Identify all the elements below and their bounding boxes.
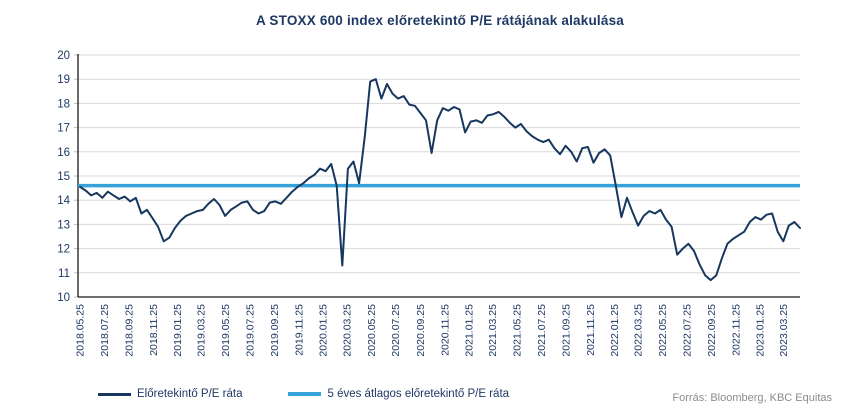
x-tick-label: 2021.05.25 [511, 304, 523, 357]
x-tick-label: 2018.09.25 [124, 304, 136, 357]
source-attribution: Forrás: Bloomberg, KBC Equitas [672, 392, 832, 404]
y-tick-label: 11 [58, 268, 70, 280]
y-tick-label: 18 [57, 98, 70, 110]
x-tick-label: 2019.09.25 [269, 304, 281, 357]
x-tick-label: 2018.05.25 [75, 304, 87, 357]
x-tick-label: 2022.05.25 [657, 304, 669, 357]
x-tick-label: 2020.07.25 [390, 304, 402, 357]
x-tick-label: 2021.11.25 [585, 304, 597, 356]
y-tick-label: 16 [57, 147, 70, 159]
x-tick-label: 2020.03.25 [342, 304, 354, 357]
legend-item-forward-pe: Előretekintő P/E ráta [98, 388, 242, 400]
x-tick-label: 2022.11.25 [730, 304, 742, 356]
y-tick-label: 14 [57, 195, 70, 207]
x-tick-label: 2021.07.25 [536, 304, 548, 357]
x-tick-label: 2022.01.25 [609, 304, 621, 357]
y-tick-label: 13 [57, 219, 70, 231]
x-tick-label: 2018.07.25 [99, 304, 111, 357]
legend-label-average-pe: 5 éves átlagos előretekintő P/E ráta [327, 388, 510, 400]
chart-title: A STOXX 600 index előretekintő P/E rátáj… [256, 13, 624, 28]
x-tick-label: 2023.03.25 [778, 304, 790, 357]
y-tick-label: 20 [57, 50, 70, 62]
x-tick-label: 2021.01.25 [464, 304, 476, 357]
y-tick-label: 19 [57, 74, 70, 86]
y-tick-label: 15 [57, 171, 70, 183]
legend-item-average-pe: 5 éves átlagos előretekintő P/E ráta [288, 388, 509, 400]
x-tick-label: 2022.07.25 [681, 304, 693, 357]
average-pe-line-swatch [288, 392, 322, 396]
forward-pe-line-swatch [98, 392, 131, 396]
x-tick-label: 2019.01.25 [172, 304, 184, 357]
x-tick-label: 2021.03.25 [487, 304, 499, 357]
x-tick-label: 2020.05.25 [366, 304, 378, 357]
x-tick-label: 2018.11.25 [148, 304, 160, 356]
x-tick-label: 2022.03.25 [633, 304, 645, 357]
x-tick-label: 2020.09.25 [415, 304, 427, 357]
legend: Előretekintő P/E ráta 5 éves átlagos elő… [98, 388, 509, 400]
forward-pe-line [79, 78, 801, 282]
y-tick-label: 10 [57, 292, 70, 304]
x-tick-label: 2022.09.25 [706, 304, 718, 357]
x-tick-label: 2021.09.25 [560, 304, 572, 357]
x-tick-label: 2019.05.25 [220, 304, 232, 357]
x-tick-label: 2019.11.25 [293, 304, 305, 356]
y-tick-label: 17 [57, 123, 70, 135]
x-tick-label: 2019.03.25 [196, 304, 208, 357]
y-tick-label: 12 [57, 244, 70, 256]
x-tick-label: 2020.01.25 [318, 304, 330, 357]
x-tick-label: 2019.07.25 [244, 304, 256, 357]
legend-label-forward-pe: Előretekintő P/E ráta [137, 388, 243, 400]
x-tick-label: 2020.11.25 [439, 304, 451, 356]
x-tick-label: 2023.01.25 [755, 304, 767, 357]
